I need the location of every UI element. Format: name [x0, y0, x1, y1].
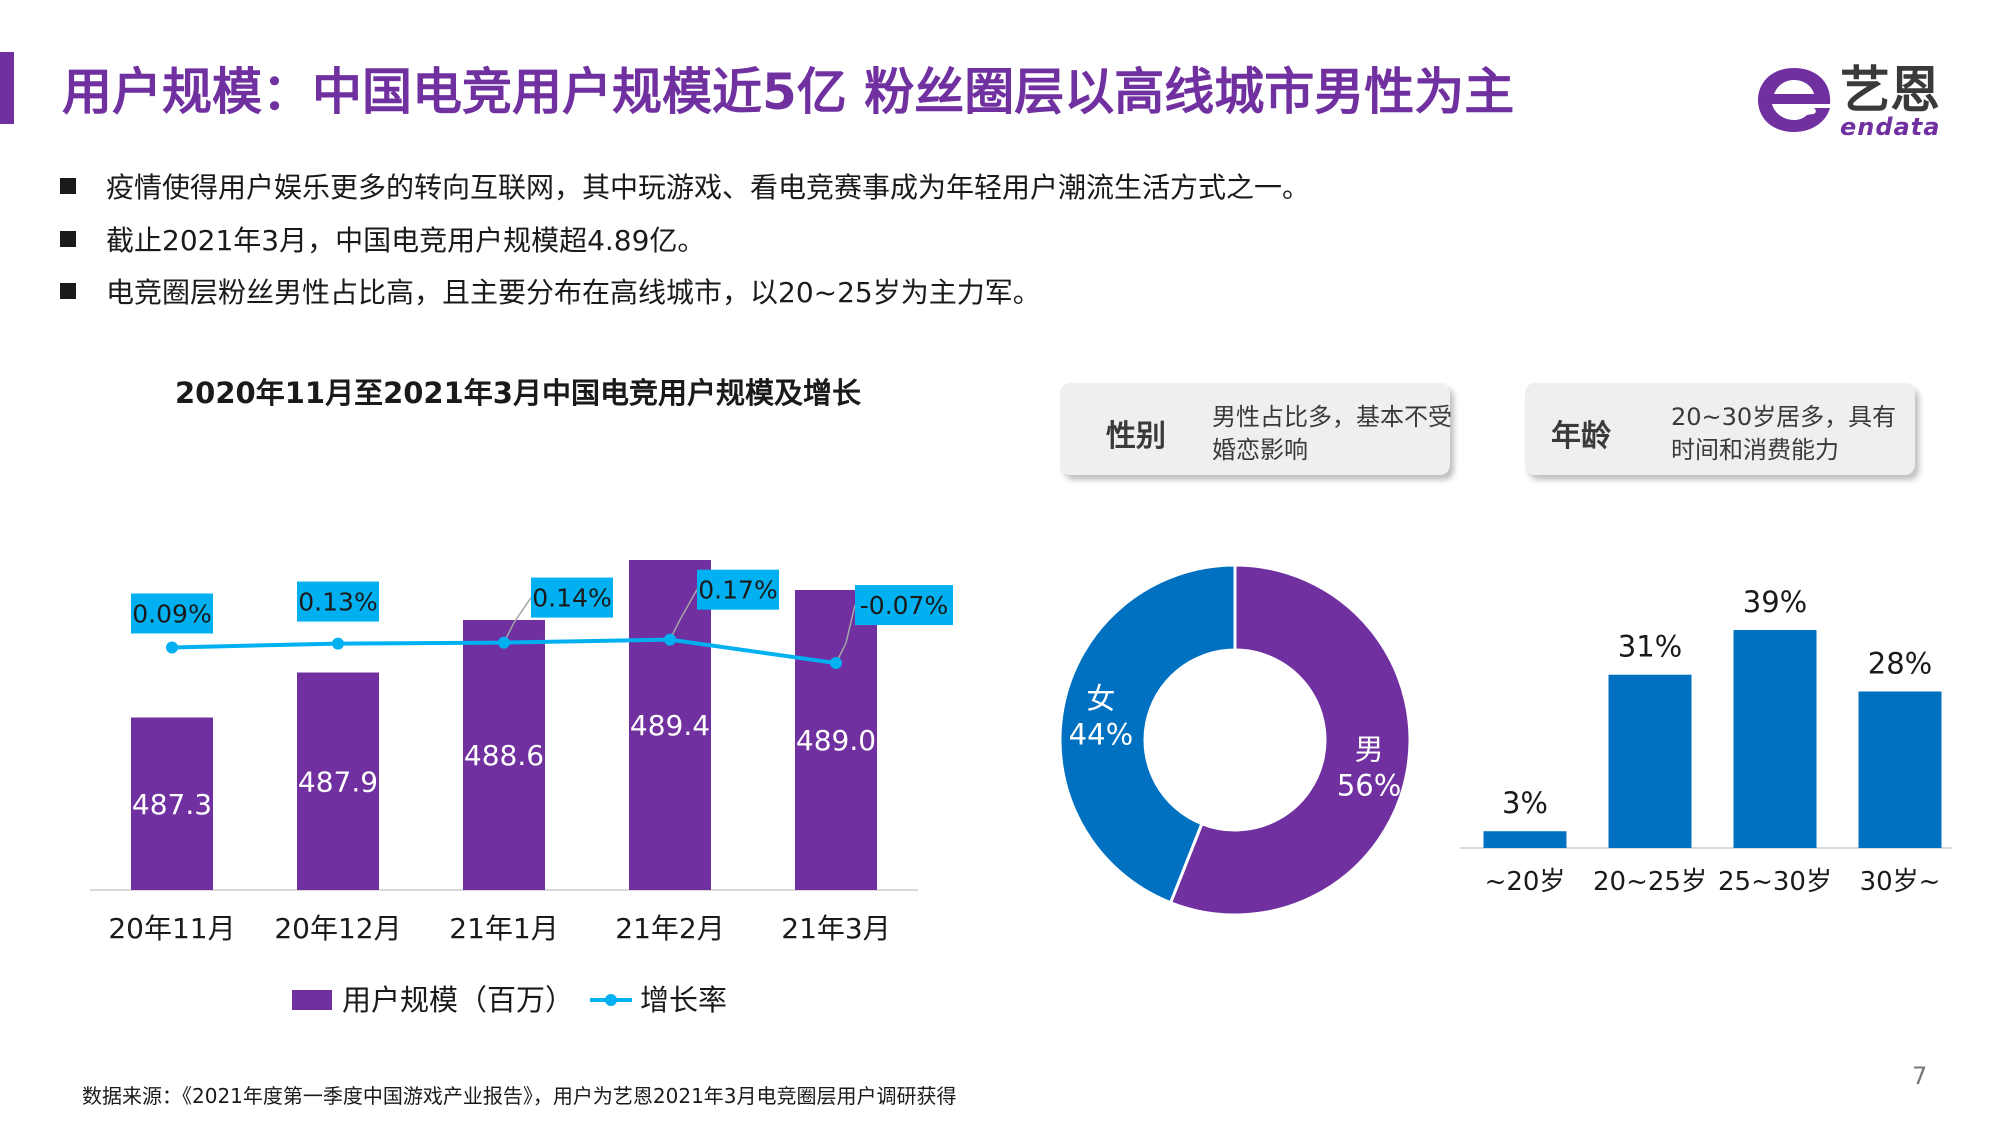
chart-legend: 用户规模（百万） 增长率: [292, 983, 727, 1017]
donut-slice-name: 女: [1086, 681, 1115, 715]
age-tick-label: 30岁~: [1860, 867, 1941, 897]
donut-slice-value: 56%: [1337, 769, 1401, 803]
bar-user-scale: [297, 672, 379, 890]
age-card-label: 年龄: [1551, 419, 1611, 454]
growth-value-label: 0.14%: [532, 584, 611, 613]
gender-card: 性别 男性占比多，基本不受婚恋影响: [1060, 383, 1452, 475]
endata-logo: 艺恩 endata: [1752, 60, 1962, 140]
growth-point: [830, 657, 842, 670]
growth-value-label: -0.07%: [860, 591, 948, 620]
logo-name-cn: 艺恩: [1840, 61, 1940, 119]
age-tick-label: ~20岁: [1485, 867, 1566, 897]
gender-card-label: 性别: [1106, 419, 1166, 454]
logo-name-en: endata: [1840, 113, 1941, 141]
age-bar-value: 31%: [1618, 630, 1682, 664]
age-bar: [1733, 630, 1817, 848]
bullet-square-icon: [60, 178, 76, 194]
label-leader-line: [503, 597, 532, 643]
logo-mark-icon: [1758, 68, 1831, 132]
growth-point: [166, 641, 178, 654]
label-leader-line: [669, 589, 698, 641]
bar-value-label: 487.3: [132, 788, 212, 821]
gender-donut-chart: 男56% 女44%: [1058, 563, 1412, 917]
age-card: 年龄 20~30岁居多，具有时间和消费能力: [1525, 383, 1915, 475]
growth-value-label: 0.13%: [298, 588, 377, 617]
age-bar: [1483, 831, 1567, 848]
user-scale-chart: 487.3 20年11月 487.9 20年12月 488.6 21年1月 489.4 21年…: [90, 560, 953, 1017]
x-tick-label: 20年11月: [108, 912, 235, 945]
bullet-text: 疫情使得用户娱乐更多的转向互联网，其中玩游戏、看电竞赛事成为年轻用户潮流生活方式…: [106, 171, 1311, 204]
gender-card-desc: 男性占比多，基本不受婚恋影响: [1212, 403, 1452, 464]
donut-slice-name: 男: [1355, 733, 1384, 767]
bar-user-scale: [629, 560, 711, 890]
growth-value-label: 0.17%: [698, 576, 777, 605]
page-title: 用户规模：中国电竞用户规模近5亿 粉丝圈层以高线城市男性为主: [62, 63, 1515, 121]
age-tick-label: 20~25岁: [1593, 867, 1707, 897]
growth-label-box: [531, 577, 613, 618]
x-tick-label: 21年2月: [615, 912, 724, 945]
bar-value-label: 489.4: [630, 709, 710, 742]
bullet-item: 电竞圈层粉丝男性占比高，且主要分布在高线城市，以20~25岁为主力军。: [60, 271, 1041, 311]
growth-label-box: [697, 569, 779, 610]
label-leader-line: [835, 604, 856, 664]
age-bar-value: 3%: [1502, 786, 1548, 820]
age-bar-value: 28%: [1868, 646, 1932, 680]
age-tick-label: 25~30岁: [1718, 867, 1832, 897]
source-footnote: 数据来源：《2021年度第一季度中国游戏产业报告》，用户为艺恩2021年3月电竞…: [82, 1084, 957, 1108]
bullet-item: 疫情使得用户娱乐更多的转向互联网，其中玩游戏、看电竞赛事成为年轻用户潮流生活方式…: [60, 166, 1310, 206]
title-accent-bar: [0, 52, 14, 124]
age-card-desc: 20~30岁居多，具有时间和消费能力: [1671, 403, 1897, 464]
bullet-item: 截止2021年3月，中国电竞用户规模超4.89亿。: [60, 219, 705, 259]
donut-slice: [1168, 563, 1412, 917]
page-number: 7: [1912, 1062, 1928, 1090]
bar-chart-title: 2020年11月至2021年3月中国电竞用户规模及增长: [175, 376, 861, 410]
growth-point: [664, 633, 676, 646]
legend-bar-label: 用户规模（百万）: [342, 983, 574, 1017]
bar-value-label: 488.6: [464, 739, 544, 772]
age-bar: [1608, 674, 1692, 848]
bullet-text: 截止2021年3月，中国电竞用户规模超4.89亿。: [106, 224, 706, 257]
legend-line-marker: [605, 994, 617, 1006]
bullet-square-icon: [60, 283, 76, 299]
growth-point: [332, 637, 344, 650]
bar-user-scale: [463, 620, 545, 890]
growth-label-box: [297, 581, 379, 622]
x-tick-label: 21年3月: [781, 912, 890, 945]
bar-value-label: 489.0: [796, 724, 876, 757]
growth-label-box: [131, 593, 213, 634]
age-bar-value: 39%: [1743, 585, 1807, 619]
growth-label-box: [855, 585, 953, 626]
legend-bar-swatch: [292, 990, 332, 1010]
bullet-square-icon: [60, 231, 76, 247]
donut-slice-value: 44%: [1069, 717, 1133, 751]
growth-point: [498, 636, 510, 649]
bar-user-scale: [795, 590, 877, 890]
growth-value-label: 0.09%: [132, 599, 211, 628]
age-bar-chart: 3% ~20岁 31% 20~25岁 39% 25~30岁 28% 30岁~: [1460, 585, 1952, 897]
legend-line-label: 增长率: [640, 983, 727, 1017]
donut-slice: [1058, 563, 1237, 905]
x-tick-label: 20年12月: [274, 912, 401, 945]
bullet-text: 电竞圈层粉丝男性占比高，且主要分布在高线城市，以20~25岁为主力军。: [106, 276, 1041, 309]
x-tick-label: 21年1月: [449, 912, 558, 945]
age-bar: [1858, 691, 1942, 848]
bar-value-label: 487.9: [298, 765, 378, 798]
bar-user-scale: [131, 717, 213, 890]
